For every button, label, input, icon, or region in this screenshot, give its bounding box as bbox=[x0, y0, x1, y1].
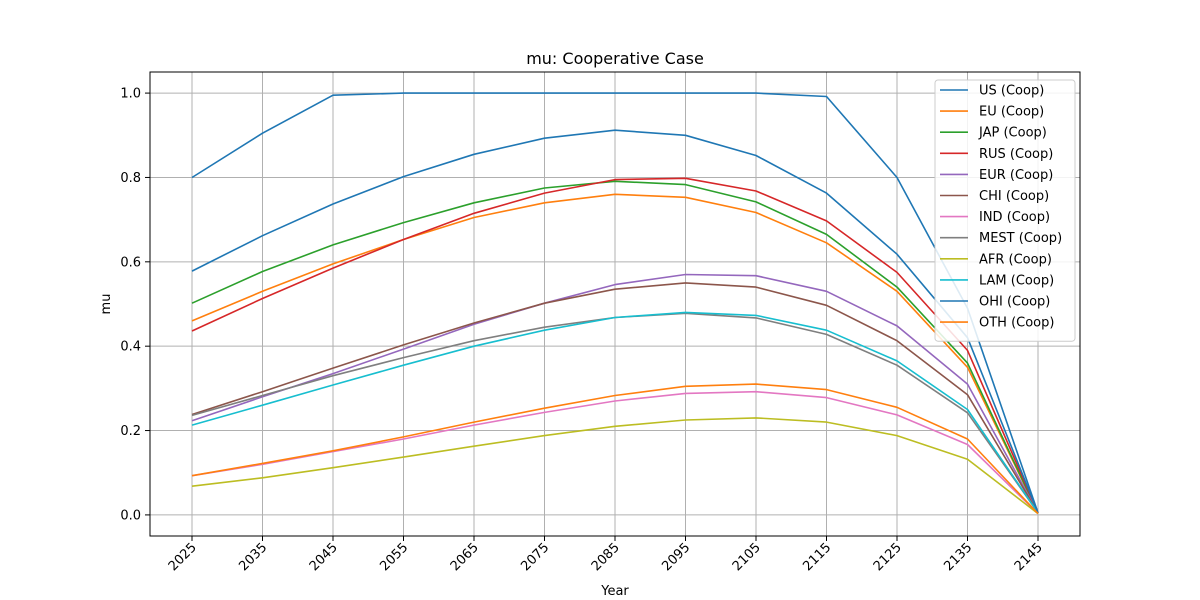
legend-label: EU (Coop) bbox=[979, 105, 1044, 120]
legend-label: CHI (Coop) bbox=[979, 189, 1049, 204]
series-line-8 bbox=[191, 417, 1039, 515]
legend-label: US (Coop) bbox=[979, 84, 1044, 99]
legend-label: JAP (Coop) bbox=[978, 126, 1047, 141]
series-lines bbox=[191, 92, 1039, 515]
y-tick-label: 0.4 bbox=[120, 340, 141, 355]
series-line-11 bbox=[191, 383, 1039, 515]
series-line-2 bbox=[191, 180, 1039, 514]
series-line-10 bbox=[191, 129, 1039, 514]
series-line-0 bbox=[191, 92, 1039, 514]
legend-label: OTH (Coop) bbox=[979, 316, 1054, 331]
x-axis-label: Year bbox=[600, 584, 629, 599]
legend-label: IND (Coop) bbox=[979, 210, 1050, 225]
legend-label: EUR (Coop) bbox=[979, 168, 1053, 183]
legend-label: OHI (Coop) bbox=[979, 295, 1050, 310]
legend-label: RUS (Coop) bbox=[979, 147, 1053, 162]
chart-title: mu: Cooperative Case bbox=[526, 49, 704, 68]
legend: US (Coop) EU (Coop) JAP (Coop) RUS (Coop) EU… bbox=[934, 79, 1076, 342]
series-line-9 bbox=[191, 311, 1039, 514]
series-line-4 bbox=[191, 273, 1039, 514]
y-tick-label: 0.2 bbox=[120, 424, 141, 439]
y-axis-label: mu bbox=[99, 294, 114, 315]
y-tick-label: 0.8 bbox=[120, 171, 141, 186]
y-tick-label: 1.0 bbox=[120, 87, 141, 102]
y-tick-label: 0.0 bbox=[120, 508, 141, 523]
legend-label: MEST (Coop) bbox=[979, 231, 1062, 246]
series-line-5 bbox=[191, 282, 1039, 514]
legend-label: AFR (Coop) bbox=[979, 252, 1052, 267]
y-axis-ticks: 0.0 0.2 0.4 0.6 0.8 1.0 bbox=[120, 87, 150, 523]
series-line-3 bbox=[191, 177, 1039, 514]
legend-box bbox=[934, 79, 1076, 342]
series-line-1 bbox=[191, 193, 1039, 514]
legend-label: LAM (Coop) bbox=[979, 273, 1054, 288]
grid bbox=[150, 72, 1080, 536]
y-tick-label: 0.6 bbox=[120, 255, 141, 270]
